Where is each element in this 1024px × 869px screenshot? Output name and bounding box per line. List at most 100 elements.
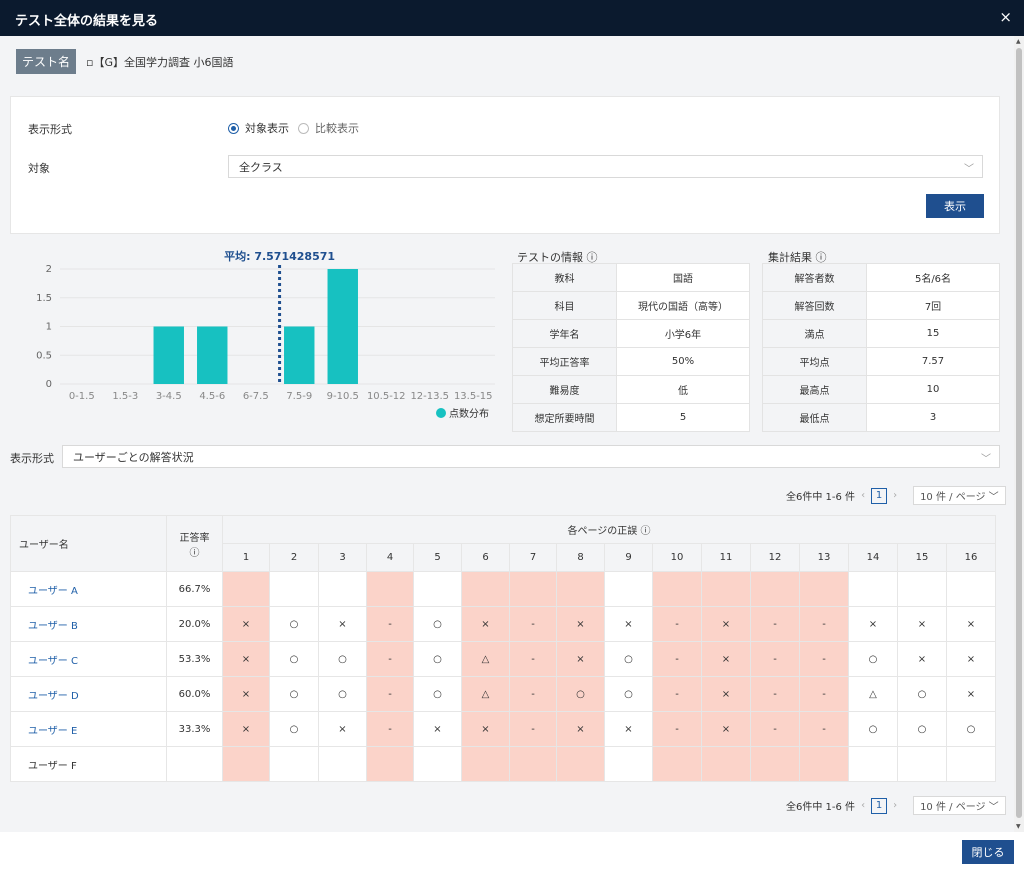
x-tick-label: 0-1.5 bbox=[69, 391, 95, 402]
page-column-header: 13 bbox=[799, 543, 849, 572]
answer-mark-cell: - bbox=[750, 641, 800, 677]
scrollbar-thumb[interactable] bbox=[1016, 48, 1022, 818]
answer-mark-cell bbox=[604, 571, 653, 607]
scroll-down-icon[interactable]: ▼ bbox=[1016, 823, 1021, 830]
answer-mark-cell bbox=[604, 746, 653, 782]
answer-mark-cell: △ bbox=[461, 641, 510, 677]
x-tick-label: 10.5-12 bbox=[367, 391, 406, 402]
info-circle-icon[interactable]: ⓘ bbox=[640, 526, 651, 537]
answer-mark-cell: △ bbox=[461, 676, 510, 712]
close-button[interactable]: 閉じる bbox=[962, 840, 1014, 864]
next-page-icon[interactable]: › bbox=[893, 490, 898, 501]
info-circle-icon[interactable]: ⓘ bbox=[189, 547, 200, 559]
info-circle-icon[interactable]: ⓘ bbox=[815, 251, 827, 264]
test-info-key: 科目 bbox=[512, 291, 617, 320]
y-tick-label: 2 bbox=[46, 264, 52, 275]
answer-mark-cell: - bbox=[509, 641, 557, 677]
correct-rate-cell: 33.3% bbox=[166, 711, 223, 747]
page-size-select[interactable]: 10 件 / ページ ﹀ bbox=[913, 486, 1006, 505]
test-info-value: 国語 bbox=[616, 263, 750, 292]
page-column-header: 4 bbox=[366, 543, 414, 572]
answer-mark-cell: - bbox=[799, 676, 849, 712]
close-icon[interactable]: × bbox=[999, 8, 1012, 26]
page-column-header: 12 bbox=[750, 543, 800, 572]
summary-row: 最高点 10 bbox=[762, 375, 1000, 404]
radio-unselected-icon bbox=[298, 122, 309, 134]
mean-label: 平均: 7.571428571 bbox=[224, 249, 335, 263]
answer-mark-cell: ○ bbox=[413, 606, 462, 642]
answer-mark-cell bbox=[897, 571, 947, 607]
y-tick-label: 0 bbox=[46, 379, 52, 390]
user-name-link[interactable]: ユーザー E bbox=[10, 711, 167, 747]
answer-mark-cell bbox=[652, 746, 702, 782]
answer-mark-cell bbox=[750, 746, 800, 782]
summary-value: 3 bbox=[866, 403, 1000, 432]
radio-target-view[interactable]: 対象表示 bbox=[228, 120, 289, 136]
summary-key: 平均点 bbox=[762, 347, 867, 376]
test-info-value: 小学6年 bbox=[616, 319, 750, 348]
page-column-header: 9 bbox=[604, 543, 653, 572]
answer-mark-cell: × bbox=[946, 606, 996, 642]
answer-mark-cell bbox=[946, 746, 996, 782]
answer-mark-cell: - bbox=[652, 676, 702, 712]
user-name-link[interactable]: ユーザー C bbox=[10, 641, 167, 677]
user-name-header: ユーザー名 bbox=[10, 515, 167, 572]
page-column-header: 8 bbox=[556, 543, 605, 572]
answer-mark-cell: × bbox=[701, 711, 751, 747]
prev-page-icon[interactable]: ‹ bbox=[861, 800, 866, 811]
test-info-key: 平均正答率 bbox=[512, 347, 617, 376]
answer-mark-cell bbox=[750, 571, 800, 607]
scroll-up-icon[interactable]: ▲ bbox=[1016, 38, 1021, 45]
view-select-value: ユーザーごとの解答状況 bbox=[73, 450, 194, 464]
test-info-row: 科目 現代の国語（高等） bbox=[512, 291, 750, 320]
table-row: ユーザー E 33.3% × ○ × - × × - × × - × - - ○ ○ ○ bbox=[10, 711, 996, 747]
x-tick-label: 1.5-3 bbox=[112, 391, 138, 402]
correct-rate-cell: 60.0% bbox=[166, 676, 223, 712]
answer-mark-cell: - bbox=[366, 606, 414, 642]
answer-mark-cell bbox=[413, 746, 462, 782]
prev-page-icon[interactable]: ‹ bbox=[861, 490, 866, 501]
answer-mark-cell: × bbox=[946, 641, 996, 677]
pagination-summary: 全6件中 1-6 件 bbox=[786, 492, 856, 503]
view-select[interactable]: ユーザーごとの解答状況 ﹀ bbox=[62, 445, 1000, 468]
user-name-link: ユーザー F bbox=[10, 746, 167, 782]
answer-mark-cell bbox=[701, 571, 751, 607]
page-size-select[interactable]: 10 件 / ページ ﹀ bbox=[913, 796, 1006, 815]
table-row: ユーザー F bbox=[10, 746, 996, 782]
radio-compare-view[interactable]: 比較表示 bbox=[298, 120, 359, 136]
show-button[interactable]: 表示 bbox=[926, 194, 984, 218]
radio-compare-label: 比較表示 bbox=[315, 122, 359, 135]
answer-mark-cell: ○ bbox=[269, 606, 319, 642]
correct-rate-cell bbox=[166, 746, 223, 782]
user-name-link[interactable]: ユーザー A bbox=[10, 571, 167, 607]
user-name-link[interactable]: ユーザー B bbox=[10, 606, 167, 642]
x-tick-label: 4.5-6 bbox=[199, 391, 225, 402]
user-name-link[interactable]: ユーザー D bbox=[10, 676, 167, 712]
answer-mark-cell: × bbox=[222, 711, 270, 747]
scrollbar[interactable]: ▲ ▼ bbox=[1014, 36, 1024, 832]
radio-target-label: 対象表示 bbox=[245, 122, 289, 135]
answer-mark-cell bbox=[509, 746, 557, 782]
answer-mark-cell: - bbox=[799, 641, 849, 677]
target-select[interactable]: 全クラス ﹀ bbox=[228, 155, 983, 178]
next-page-icon[interactable]: › bbox=[893, 800, 898, 811]
x-tick-label: 6-7.5 bbox=[243, 391, 269, 402]
answer-mark-cell: ○ bbox=[556, 676, 605, 712]
answer-mark-cell: ○ bbox=[318, 676, 367, 712]
answer-mark-cell bbox=[701, 746, 751, 782]
page-button-1[interactable]: 1 bbox=[871, 797, 888, 814]
view-format-label: 表示形式 bbox=[10, 452, 54, 465]
answer-mark-cell: ○ bbox=[413, 641, 462, 677]
page-column-header: 16 bbox=[946, 543, 996, 572]
x-tick-label: 3-4.5 bbox=[156, 391, 182, 402]
page-button-1[interactable]: 1 bbox=[871, 487, 888, 504]
answer-mark-cell bbox=[269, 746, 319, 782]
answer-mark-cell: ○ bbox=[848, 641, 898, 677]
answer-mark-cell: ○ bbox=[604, 676, 653, 712]
bar bbox=[284, 326, 315, 384]
answer-mark-cell bbox=[848, 746, 898, 782]
answer-mark-cell bbox=[413, 571, 462, 607]
summary-key: 満点 bbox=[762, 319, 867, 348]
info-circle-icon[interactable]: ⓘ bbox=[586, 251, 598, 264]
title-bar: テスト全体の結果を見る × bbox=[0, 0, 1024, 36]
